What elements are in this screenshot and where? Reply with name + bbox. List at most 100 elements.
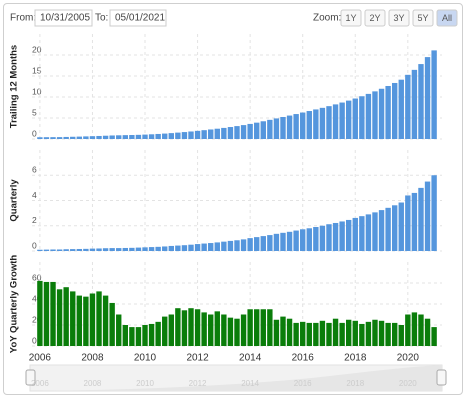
bar xyxy=(326,106,332,139)
bar xyxy=(109,135,115,139)
bar xyxy=(372,319,378,346)
bar xyxy=(254,237,260,251)
navigator-silhouette xyxy=(30,365,442,391)
zoom-button-label: 1Y xyxy=(345,13,356,23)
bar xyxy=(155,133,161,139)
bar xyxy=(168,314,174,346)
bar xyxy=(96,135,102,139)
bar xyxy=(43,137,50,139)
bar xyxy=(50,281,56,346)
bar xyxy=(346,219,352,251)
bar xyxy=(234,126,240,139)
bar xyxy=(181,132,188,139)
bar xyxy=(411,69,418,139)
bar xyxy=(168,133,174,139)
bar xyxy=(37,280,43,346)
bar xyxy=(129,135,135,139)
x-tick-label: 2016 xyxy=(292,353,315,364)
bar xyxy=(431,327,437,346)
bar xyxy=(208,314,214,346)
bar xyxy=(181,310,188,346)
bar xyxy=(398,79,404,139)
bar xyxy=(122,247,128,251)
bar xyxy=(424,318,431,346)
navigator-label: 2016 xyxy=(294,379,312,388)
bar xyxy=(135,247,142,251)
bar xyxy=(372,91,378,139)
bar xyxy=(247,123,253,139)
bar xyxy=(181,245,188,251)
bar xyxy=(300,321,306,346)
zoom-button[interactable] xyxy=(388,9,410,27)
bar xyxy=(188,244,194,251)
bar xyxy=(148,323,155,346)
bar xyxy=(240,239,247,251)
bar xyxy=(300,229,306,251)
bar xyxy=(188,308,194,346)
bar xyxy=(155,246,161,251)
bar xyxy=(109,248,115,251)
bar xyxy=(391,82,398,139)
bar xyxy=(109,302,115,346)
bar xyxy=(339,221,345,251)
frame xyxy=(3,3,463,395)
bar xyxy=(63,249,69,251)
zoom-button[interactable] xyxy=(412,9,434,27)
to-input[interactable] xyxy=(109,9,167,27)
bar xyxy=(319,320,326,346)
zoom-button-label: All xyxy=(442,13,452,23)
bar xyxy=(201,130,207,139)
bar xyxy=(83,248,89,251)
y-tick-label: 4 xyxy=(32,190,37,200)
bar xyxy=(319,225,326,251)
bar xyxy=(102,135,109,139)
navigator-handle[interactable] xyxy=(25,369,36,386)
navigator-label: 2018 xyxy=(346,379,364,388)
bar xyxy=(405,74,411,139)
zoom-button[interactable] xyxy=(340,9,362,27)
bar xyxy=(411,312,418,346)
bar xyxy=(56,249,63,251)
bar xyxy=(162,133,168,139)
bar xyxy=(313,227,319,251)
navigator-handle[interactable] xyxy=(436,369,447,386)
bar xyxy=(96,291,102,346)
zoom-buttons: 1Y 2Y 3Y 5Y All xyxy=(340,9,458,27)
zoom-button[interactable] xyxy=(364,9,386,27)
bar xyxy=(280,116,286,139)
navigator-label: 2006 xyxy=(31,379,49,388)
from-input[interactable] xyxy=(34,9,93,27)
bar xyxy=(247,309,253,346)
bar xyxy=(398,325,404,346)
bar xyxy=(293,114,299,139)
bar xyxy=(326,224,332,251)
bar xyxy=(37,137,43,139)
bar xyxy=(201,243,207,251)
bar xyxy=(122,325,128,346)
zoom-button[interactable] xyxy=(436,9,458,27)
zoom-button-label: 2Y xyxy=(369,13,380,23)
bar xyxy=(365,321,372,346)
y-tick-label: 20 xyxy=(32,44,42,54)
bar xyxy=(254,122,260,139)
bar xyxy=(326,322,332,346)
bar xyxy=(267,235,273,251)
bar xyxy=(293,230,299,251)
bar xyxy=(319,107,326,139)
bar xyxy=(234,318,240,346)
bar xyxy=(398,202,404,251)
bar xyxy=(70,291,76,346)
bar xyxy=(352,217,358,251)
bar xyxy=(286,231,293,251)
bar xyxy=(135,134,142,139)
bar xyxy=(129,247,135,251)
navigator-label: 2008 xyxy=(84,379,102,388)
bar xyxy=(194,244,201,251)
bar xyxy=(188,131,194,139)
bar xyxy=(175,245,181,251)
bar xyxy=(418,314,424,346)
bar xyxy=(332,222,339,251)
bar xyxy=(359,96,365,139)
bar xyxy=(234,240,240,251)
bar xyxy=(306,322,312,346)
